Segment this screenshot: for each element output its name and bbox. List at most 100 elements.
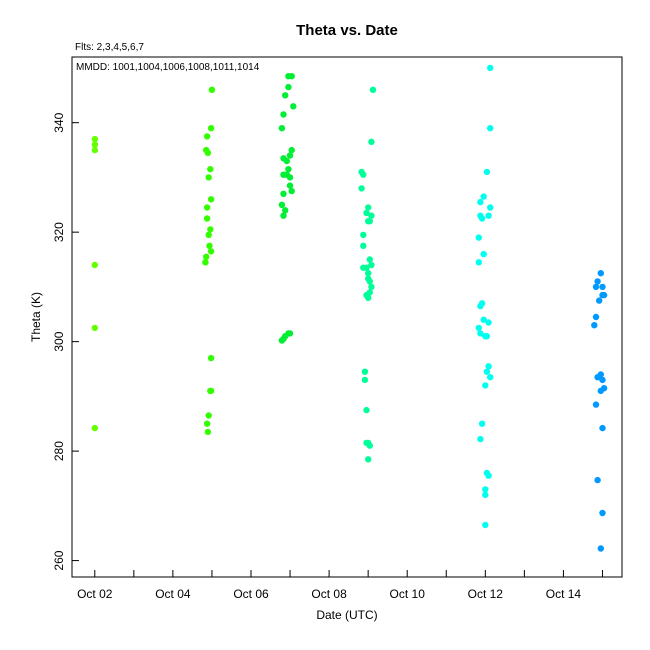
x-tick-label: Oct 10 (390, 587, 426, 601)
data-point-series-2 (203, 215, 211, 222)
x-tick-label: Oct 12 (468, 587, 504, 601)
data-point-series-3 (290, 103, 297, 110)
chart-title: Theta vs. Date (296, 22, 398, 39)
data-point-series-5 (477, 435, 484, 443)
data-point-series-3 (280, 111, 287, 118)
data-point-series-5 (487, 204, 494, 211)
data-point-series-5 (478, 420, 486, 427)
data-point-series-3 (285, 83, 292, 91)
flights-annotation: Flts: 2,3,4,5,6,7 (75, 42, 144, 53)
data-point-series-4 (366, 218, 373, 225)
data-point-series-2 (203, 133, 211, 140)
data-point-series-2 (207, 125, 215, 132)
data-point-series-1 (91, 424, 99, 432)
data-point-series-5 (478, 300, 486, 307)
data-point-series-4 (368, 138, 375, 145)
data-point-series-5 (482, 521, 489, 529)
data-point-series-5 (485, 363, 492, 370)
data-point-series-1 (91, 135, 99, 143)
y-tick-label: 320 (52, 222, 66, 242)
data-point-series-6 (591, 322, 598, 329)
data-point-series-4 (363, 209, 370, 217)
data-point-series-6 (597, 387, 604, 395)
data-point-series-5 (485, 212, 492, 219)
data-point-series-2 (205, 412, 212, 419)
data-point-series-5 (475, 324, 482, 332)
data-point-series-4 (368, 212, 375, 219)
data-point-series-4 (360, 242, 367, 249)
data-point-series-2 (207, 387, 215, 395)
data-point-series-6 (599, 283, 606, 291)
data-point-series-6 (594, 476, 601, 484)
data-point-series-4 (360, 171, 367, 178)
data-point-series-5 (487, 125, 494, 132)
x-axis-ticks: Oct 02 Oct 04 Oct 06 Oct 08 Oct 10 Oct 12 Oct … (77, 570, 603, 601)
data-point-series-6 (596, 297, 603, 304)
data-point-series-2 (202, 259, 209, 266)
data-point-series-5 (487, 374, 494, 381)
data-point-series-4 (363, 264, 370, 271)
data-point-series-5 (482, 382, 489, 389)
data-point-series-4 (365, 294, 372, 301)
data-point-series-5 (478, 215, 486, 222)
data-point-series-3 (278, 201, 286, 208)
data-point-series-6 (599, 376, 606, 384)
data-point-series-2 (207, 354, 215, 362)
data-point-series-2 (203, 204, 211, 211)
data-point-series-5 (482, 491, 489, 499)
data-point-series-1 (91, 261, 99, 269)
data-point-series-3 (282, 92, 289, 99)
data-point-series-4 (368, 261, 375, 269)
data-point-series-2 (207, 196, 215, 203)
data-point-series-2 (204, 428, 212, 436)
data-point-series-6 (599, 291, 606, 299)
data-point-series-5 (487, 64, 494, 72)
data-point-series-3 (280, 190, 287, 197)
data-point-series-3 (280, 171, 287, 178)
data-point-series-5 (475, 234, 482, 241)
y-tick-label: 280 (52, 441, 66, 461)
y-tick-label: 300 (52, 331, 66, 351)
data-point-series-3 (286, 152, 294, 159)
data-point-series-4 (366, 442, 373, 449)
data-point-series-4 (361, 376, 369, 384)
x-tick-label: Oct 14 (546, 587, 582, 601)
data-point-series-4 (368, 283, 375, 291)
data-point-series-4 (366, 256, 373, 263)
data-point-series-5 (483, 168, 491, 176)
x-axis-label: Date (UTC) (316, 608, 377, 622)
y-axis-label: Theta (K) (29, 292, 43, 342)
data-point-series-2 (205, 231, 212, 239)
data-point-series-5 (485, 319, 492, 326)
x-tick-label: Oct 04 (155, 587, 191, 601)
data-point-series-1 (91, 141, 99, 148)
data-point-series-3 (288, 187, 295, 195)
data-point-series-3 (278, 125, 286, 132)
data-point-series-2 (206, 242, 213, 249)
data-point-series-3 (288, 73, 295, 80)
data-point-series-6 (597, 545, 604, 552)
data-point-series-6 (592, 313, 600, 321)
data-point-series-2 (203, 253, 210, 260)
y-axis-ticks: 260 280 300 320 340 (52, 112, 79, 571)
data-points (91, 64, 608, 552)
data-point-series-4 (365, 204, 372, 211)
data-point-series-6 (599, 424, 606, 432)
data-point-series-6 (597, 270, 604, 277)
data-point-series-3 (278, 337, 286, 344)
data-point-series-3 (286, 182, 294, 189)
data-point-series-5 (483, 368, 491, 375)
plot-frame (71, 56, 623, 578)
data-point-series-5 (482, 486, 489, 493)
data-point-series-4 (360, 231, 367, 239)
y-tick-label: 260 (52, 550, 66, 570)
data-point-series-5 (485, 472, 492, 479)
data-point-series-6 (592, 401, 600, 408)
data-point-series-5 (477, 330, 484, 337)
x-tick-label: Oct 02 (77, 587, 113, 601)
data-point-series-6 (597, 371, 604, 378)
data-point-series-4 (365, 270, 372, 277)
data-point-series-5 (480, 250, 487, 258)
x-tick-label: Oct 08 (311, 587, 347, 601)
